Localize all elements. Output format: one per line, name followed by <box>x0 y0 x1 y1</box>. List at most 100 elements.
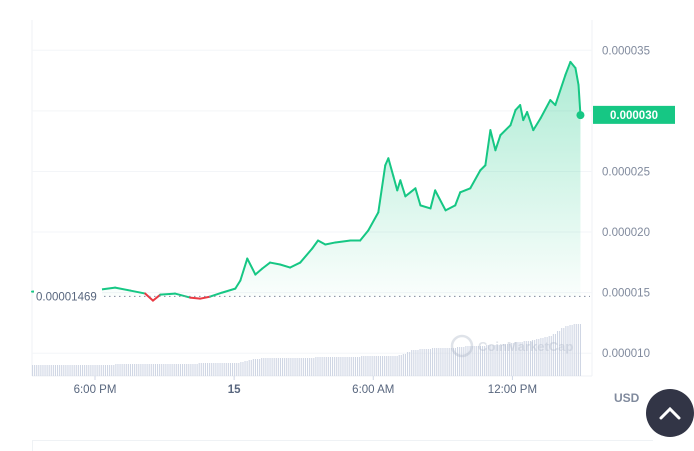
volume-bar <box>267 358 269 376</box>
volume-bar <box>371 356 373 376</box>
volume-bar <box>334 357 336 376</box>
price-segment <box>189 296 202 300</box>
volume-bar <box>436 348 438 376</box>
volume-bar <box>282 358 284 376</box>
volume-bar <box>121 364 123 376</box>
table-top-border <box>32 440 653 451</box>
volume-bar <box>165 364 167 376</box>
volume-bar <box>550 336 552 376</box>
volume-bar <box>250 360 252 376</box>
volume-bar <box>288 358 290 376</box>
volume-bar <box>198 363 200 376</box>
price-segment <box>114 286 132 292</box>
volume-bar <box>294 358 296 376</box>
volume-bar <box>423 349 425 376</box>
price-segment <box>522 111 529 122</box>
volume-bar <box>338 357 340 376</box>
volume-bar <box>373 356 375 376</box>
volume-bar <box>469 346 471 376</box>
volume-bar <box>207 363 209 376</box>
price-segment <box>234 279 242 290</box>
volume-bar <box>534 340 536 376</box>
volume-bar <box>440 348 442 376</box>
volume-bar <box>427 349 429 376</box>
volume-bar <box>548 336 550 376</box>
volume-bar <box>277 358 279 376</box>
volume-bar <box>325 357 327 376</box>
volume-bar <box>279 358 281 376</box>
price-segment <box>289 261 302 269</box>
volume-bar <box>182 364 184 376</box>
volume-bar <box>448 348 450 376</box>
volume-bar <box>490 345 492 376</box>
volume-bar <box>515 342 517 376</box>
volume-bar <box>434 348 436 376</box>
volume-bar <box>409 352 411 376</box>
x-tick-label: 15 <box>228 384 241 396</box>
currency-label: USD <box>614 391 640 405</box>
volume-bar <box>90 365 92 376</box>
volume-bar <box>527 341 529 376</box>
volume-bar <box>100 365 102 376</box>
volume-bar <box>188 364 190 376</box>
volume-bar <box>290 358 292 376</box>
volume-bar <box>213 363 215 376</box>
volume-bar <box>190 364 192 376</box>
volume-bar <box>123 364 125 376</box>
volume-bar <box>446 348 448 376</box>
volume-bar <box>148 364 150 376</box>
volume-bar <box>517 342 519 376</box>
volume-bar <box>186 364 188 376</box>
volume-bar <box>457 347 459 376</box>
volume-bars <box>32 324 581 376</box>
volume-bar <box>59 365 61 376</box>
volume-bar <box>302 358 304 376</box>
volume-bar <box>404 354 406 376</box>
volume-bar <box>507 344 509 376</box>
y-tick-label: 0.000025 <box>602 166 650 178</box>
volume-bar <box>71 365 73 376</box>
volume-bar <box>179 364 181 376</box>
price-segment <box>99 286 117 291</box>
price-segment <box>392 175 399 192</box>
volume-bar <box>184 364 186 376</box>
volume-bar <box>129 364 131 376</box>
volume-bar <box>227 363 229 376</box>
volume-bar <box>521 342 523 376</box>
volume-bar <box>92 365 94 376</box>
price-segment <box>367 211 380 232</box>
watermark-text: CoinMarketCap <box>478 339 573 354</box>
price-segment <box>317 239 327 246</box>
volume-bar <box>263 358 265 376</box>
volume-bar <box>117 364 119 376</box>
volume-bar <box>367 356 369 376</box>
volume-bar <box>379 356 381 376</box>
scroll-to-top-button[interactable] <box>646 389 694 437</box>
volume-bar <box>323 357 325 376</box>
volume-bar <box>425 349 427 376</box>
y-tick-label: 0.000020 <box>602 227 650 239</box>
price-segment <box>324 241 337 246</box>
volume-bar <box>329 357 331 376</box>
volume-bar <box>52 365 54 376</box>
volume-bar <box>488 345 490 376</box>
price-segment <box>574 66 580 86</box>
price-segment <box>444 204 457 212</box>
volume-bar <box>154 364 156 376</box>
volume-bar <box>573 324 575 376</box>
volume-bar <box>400 355 402 376</box>
volume-bar <box>36 365 38 376</box>
volume-bar <box>127 364 129 376</box>
volume-bar <box>109 365 111 376</box>
volume-bar <box>513 343 515 376</box>
volume-bar <box>429 349 431 376</box>
price-segment <box>564 60 572 77</box>
price-segment <box>499 124 512 137</box>
volume-bar <box>369 356 371 376</box>
volume-bar <box>82 365 84 376</box>
volume-bar <box>454 348 456 376</box>
volume-bar <box>204 363 206 376</box>
volume-bar <box>471 346 473 376</box>
volume-bar <box>40 365 42 376</box>
price-segment <box>279 263 292 269</box>
